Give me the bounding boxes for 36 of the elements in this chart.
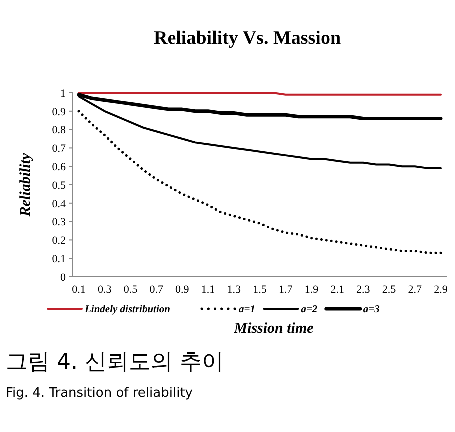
- x-tick-label: 1.5: [253, 284, 268, 296]
- legend-label: Lindely distribution: [84, 304, 171, 316]
- legend-label: a=1: [239, 304, 256, 316]
- y-tick-label: 0: [60, 272, 66, 284]
- y-tick-label: 1: [60, 88, 66, 100]
- y-tick-label: 0.4: [52, 198, 66, 210]
- y-tick-label: 0.6: [52, 161, 66, 174]
- x-tick-label: 2.7: [408, 284, 423, 296]
- x-tick-label: 0.3: [98, 284, 112, 296]
- y-axis-title: Reliability: [18, 152, 34, 218]
- x-tick-label: 2.3: [356, 284, 371, 296]
- y-tick-label: 0.3: [52, 216, 66, 229]
- x-tick-label: 1.9: [304, 284, 320, 296]
- caption: 그림 4. 신뢰도의 추이: [6, 350, 224, 375]
- x-tick-label: 0.1: [72, 284, 86, 296]
- x-tick-label: 2.1: [330, 284, 344, 296]
- x-tick-label: 1.3: [227, 284, 242, 296]
- chart-title: Reliability Vs. Massion: [154, 28, 342, 49]
- y-tick-label: 0.7: [52, 143, 66, 156]
- y-tick-label: 0.2: [52, 235, 66, 248]
- x-axis-title: Mission time: [233, 321, 314, 337]
- legend-label: a=2: [301, 304, 318, 316]
- x-tick-label: 1.1: [201, 284, 216, 296]
- y-tick-label: 0.1: [52, 253, 66, 266]
- y-tick-label: 0.8: [52, 124, 66, 137]
- x-tick-label: 0.7: [150, 284, 164, 296]
- legend-label: a=3: [363, 304, 380, 316]
- x-tick-label: 0.9: [176, 284, 190, 296]
- y-tick-label: 0.5: [52, 180, 66, 192]
- x-tick-label: 1.7: [278, 284, 294, 296]
- x-tick-label: 2.5: [382, 284, 397, 296]
- y-tick-label: 0.9: [52, 106, 66, 118]
- caption: Fig. 4. Transition of reliability: [6, 386, 194, 401]
- line-series: [78, 110, 442, 254]
- x-tick-label: 0.5: [124, 284, 138, 296]
- x-tick-label: 2.9: [434, 284, 448, 296]
